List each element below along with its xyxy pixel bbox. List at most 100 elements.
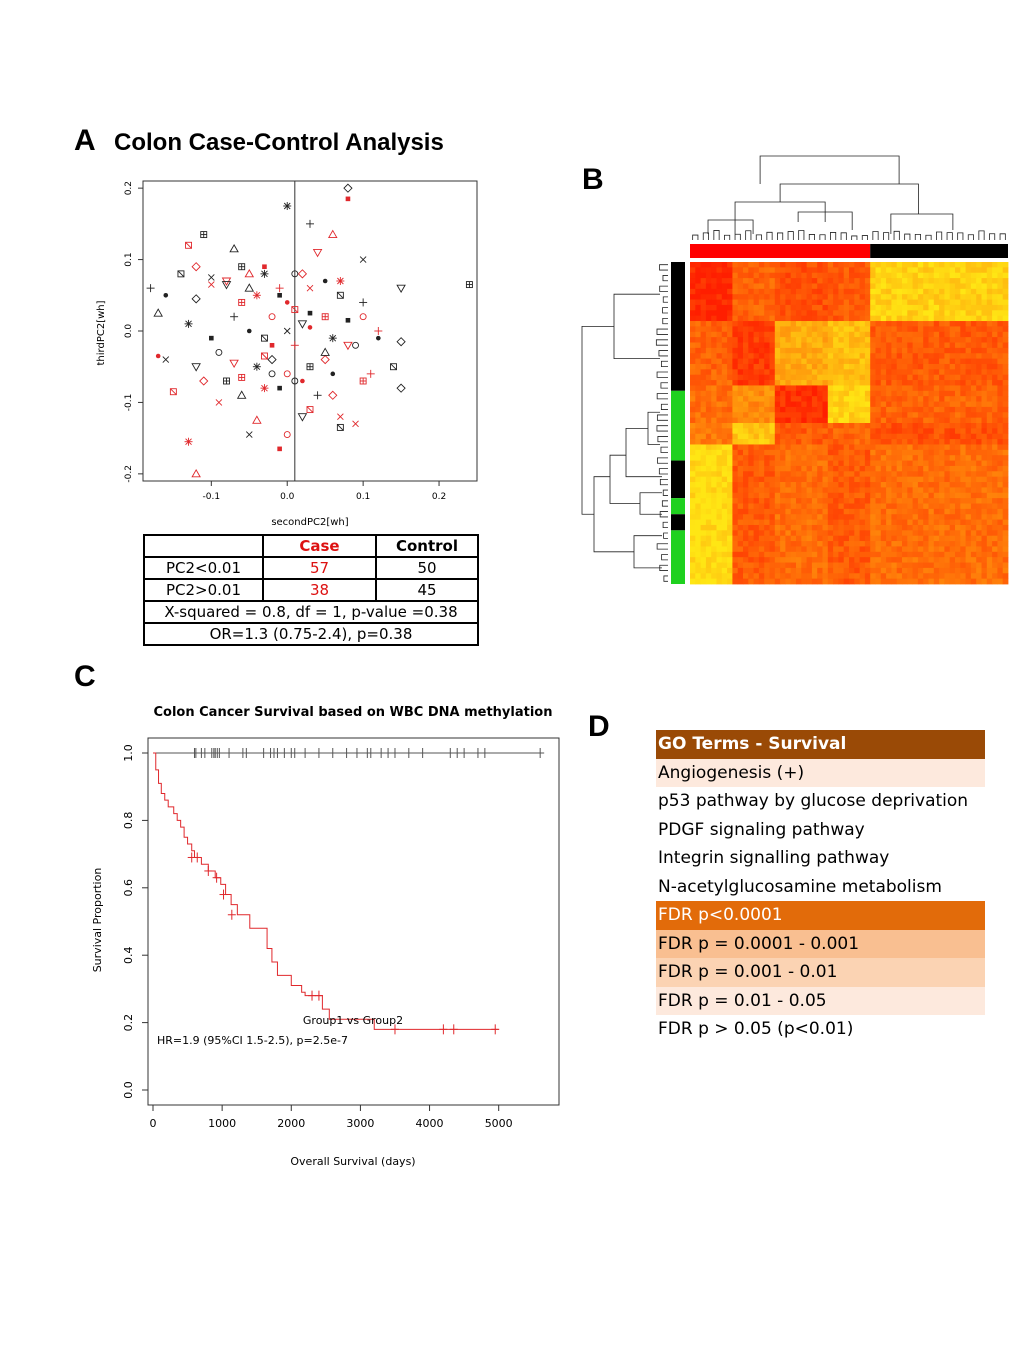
heatmap-cell [827,374,834,381]
heatmap-cell [864,465,871,472]
heatmap-cell [923,374,929,381]
heatmap-cell [849,487,855,494]
heatmap-cell [711,455,717,461]
heatmap-cell [721,331,728,338]
heatmap-cell [811,331,818,338]
heatmap-cell [806,358,813,365]
heatmap-cell [992,331,998,338]
heatmap-cell [827,433,834,440]
heatmap-cell [896,401,903,408]
heatmap-cell [690,401,696,408]
heatmap-cell [886,519,892,526]
heatmap-cell [811,374,818,381]
heatmap-cell [806,390,813,397]
heatmap-cell [923,492,929,499]
heatmap-cell [695,390,701,397]
heatmap-cell [780,417,786,424]
heatmap-cell [801,578,807,585]
heatmap-cell [838,423,845,429]
heatmap-cell [811,455,818,461]
heatmap-cell [923,358,929,365]
dendrogram-branch [656,414,668,421]
heatmap-cell [716,417,723,424]
heatmap-cell [690,412,696,419]
heatmap-cell [849,444,855,451]
heatmap-cell [764,406,770,413]
scatter-point [320,347,330,356]
heatmap-cell [790,557,797,563]
heatmap-cell [965,508,972,515]
heatmap-cell [870,315,876,322]
heatmap-cell [854,567,860,574]
heatmap-cell [716,546,723,553]
heatmap-cell [705,487,712,494]
heatmap-cell [864,363,871,370]
heatmap-cell [758,347,765,354]
heatmap-cell [833,476,839,483]
heatmap-cell [711,498,717,504]
heatmap-cell [981,315,988,322]
heatmap-cell [780,342,786,349]
heatmap-cell [711,487,717,494]
heatmap-cell [690,551,696,558]
heatmap-cell [976,342,982,349]
heatmap-cell [923,342,929,349]
heatmap-cell [711,546,717,553]
heatmap-cell [753,288,760,295]
heatmap-cell [737,278,744,284]
heatmap-cell [992,385,998,392]
contingency-table: Case Control PC2<0.01 57 50 PC2>0.01 38 … [143,534,479,646]
heatmap-cell [960,310,966,317]
heatmap-cell [886,524,892,531]
heatmap-cell [817,272,823,279]
scatter-point [153,308,163,317]
heatmap-cell [758,342,765,349]
heatmap-cell [965,412,972,419]
heatmap-cell [896,363,903,370]
heatmap-cell [780,331,786,338]
heatmap-cell [806,326,813,333]
heatmap-cell [711,385,717,392]
heatmap-cell [780,546,786,553]
heatmap-cell [780,460,786,467]
heatmap-cell [801,498,807,504]
heatmap-cell [711,530,717,537]
heatmap-cell [817,369,823,376]
heatmap-cell [822,573,829,580]
heatmap-cell [960,272,966,279]
heatmap-cell [737,578,744,585]
heatmap-cell [711,460,717,467]
heatmap-cell [827,347,834,354]
scatter-point [221,281,232,290]
heatmap-cell [690,417,696,424]
heatmap-cell [928,358,935,365]
heatmap-cell [923,294,929,300]
heatmap-cell [864,444,871,451]
heatmap-cell [965,562,972,569]
heatmap-cell [790,503,797,510]
heatmap-cell [880,337,887,343]
heatmap-cell [721,347,728,354]
heatmap-cell [928,294,935,300]
heatmap-cell [817,283,823,290]
heatmap-cell [859,541,866,547]
heatmap-cell [833,369,839,376]
heatmap-cell [785,374,792,381]
scatter-point [146,284,155,293]
heatmap-cell [801,562,807,569]
heatmap-cell [859,342,866,349]
heatmap-cell [997,476,1004,483]
heatmap-cell [960,449,966,456]
heatmap-cell [748,369,754,376]
heatmap-cell [1002,380,1009,386]
heatmap-cell [859,433,866,440]
heatmap-cell [891,567,898,574]
heatmap-cell [774,423,781,429]
heatmap-cell [695,460,701,467]
heatmap-cell [838,406,845,413]
heatmap-cell [700,262,707,268]
heatmap-cell [976,487,982,494]
heatmap-cell [976,455,982,461]
heatmap-cell [833,288,839,295]
heatmap-cell [907,385,913,392]
